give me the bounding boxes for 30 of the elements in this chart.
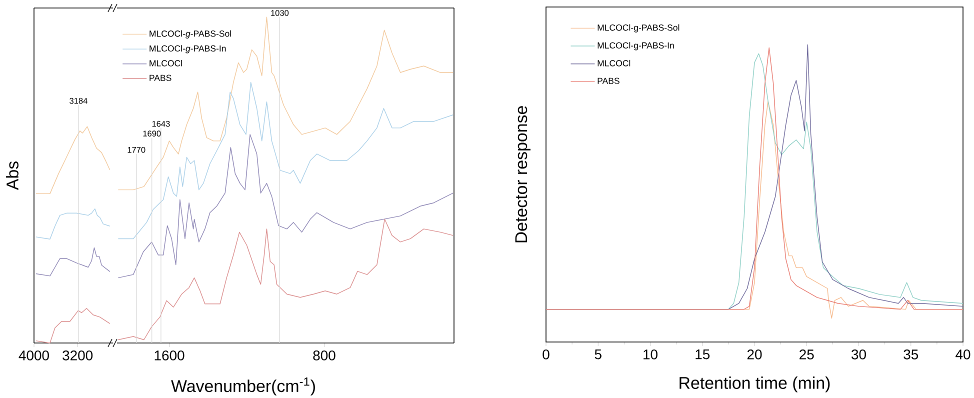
x-tick-label: 1600 xyxy=(154,350,184,360)
legend-label: PABS xyxy=(598,78,620,84)
x-tick-label: 4000 xyxy=(18,350,49,360)
legend-label: MLCOCl xyxy=(150,60,182,66)
x-axis-title: Retention time (min) xyxy=(680,376,830,392)
x-tick-label: 35 xyxy=(904,350,918,360)
legend-label: MLCOCl-g-PABS-Sol xyxy=(598,24,680,32)
x-tick-label: 0 xyxy=(542,350,550,360)
ref-line-label: 3184 xyxy=(70,98,88,104)
x-tick-label: 25 xyxy=(800,350,814,360)
legend-label: PABS xyxy=(150,74,172,81)
x-axis-title: Wavenumber(cm$^{-1}$) xyxy=(171,378,315,396)
x-tick-label: 15 xyxy=(696,350,710,360)
x-tick-label: 20 xyxy=(747,350,762,360)
x-tick-label: 800 xyxy=(313,350,336,360)
y-axis-title: Detector response xyxy=(515,106,530,242)
ref-line-label: 1690 xyxy=(143,130,161,136)
legend-label: MLCOCl-g-PABS-Sol xyxy=(150,30,232,38)
legend-label: MLCOCl-g-PABS-In xyxy=(598,42,674,50)
x-tick-label: 5 xyxy=(594,350,602,360)
x-tick-label: 40 xyxy=(956,350,970,360)
legend-label: MLCOCl xyxy=(598,60,630,66)
ref-line-label: 1643 xyxy=(152,120,170,127)
x-tick-label: 3200 xyxy=(62,350,93,360)
y-axis-title: Abs xyxy=(6,162,18,190)
ref-line-label: 1770 xyxy=(128,146,146,153)
x-tick-label: 10 xyxy=(644,350,658,360)
ref-line-label: 1030 xyxy=(271,10,289,16)
legend-label: MLCOCl-g-PABS-In xyxy=(150,45,226,54)
x-tick-label: 30 xyxy=(852,350,866,360)
